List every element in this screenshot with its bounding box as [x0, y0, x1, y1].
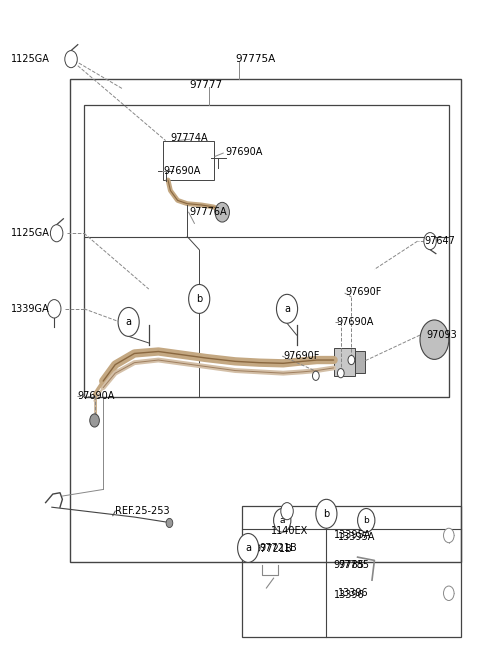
Text: 97776A: 97776A: [190, 206, 227, 217]
Bar: [355, 351, 365, 373]
Text: 97774A: 97774A: [170, 133, 208, 143]
Text: b: b: [323, 509, 330, 519]
Text: 97690A: 97690A: [226, 147, 263, 158]
Circle shape: [444, 586, 454, 600]
Circle shape: [238, 533, 259, 562]
Text: a: a: [245, 543, 251, 553]
Text: 97785: 97785: [338, 560, 370, 570]
Circle shape: [316, 499, 337, 528]
Bar: [163, 141, 214, 180]
Text: b: b: [196, 294, 203, 304]
Circle shape: [166, 518, 173, 528]
Circle shape: [48, 300, 61, 318]
Circle shape: [337, 369, 344, 378]
Text: 97721B: 97721B: [259, 543, 297, 553]
Text: 97647: 97647: [425, 236, 456, 246]
Circle shape: [274, 509, 291, 532]
Text: 13395A: 13395A: [334, 530, 371, 541]
Text: 13396: 13396: [338, 588, 369, 599]
Text: a: a: [126, 317, 132, 327]
Text: 97690A: 97690A: [78, 391, 115, 401]
Text: 97690F: 97690F: [346, 287, 382, 298]
Circle shape: [189, 284, 210, 313]
Circle shape: [358, 509, 375, 532]
Bar: [84, 105, 449, 397]
Circle shape: [276, 294, 298, 323]
Text: 97690A: 97690A: [336, 317, 373, 327]
Circle shape: [444, 528, 454, 543]
Circle shape: [281, 503, 293, 520]
Text: 13395A: 13395A: [338, 532, 376, 543]
Text: 1339GA: 1339GA: [11, 304, 49, 314]
Text: 97721B: 97721B: [254, 543, 292, 554]
Circle shape: [420, 320, 449, 359]
Text: 97775A: 97775A: [235, 54, 276, 64]
Circle shape: [424, 233, 436, 250]
Circle shape: [65, 51, 77, 68]
Text: 97777: 97777: [190, 80, 223, 91]
Circle shape: [312, 371, 319, 380]
Text: 13396: 13396: [334, 589, 364, 600]
Text: 97093: 97093: [426, 330, 457, 340]
Bar: [334, 348, 355, 376]
Circle shape: [50, 225, 63, 242]
Bar: [84, 237, 449, 397]
Text: REF.25-253: REF.25-253: [115, 506, 170, 516]
Bar: [70, 79, 461, 562]
Text: 1125GA: 1125GA: [11, 54, 49, 64]
Text: b: b: [363, 516, 369, 525]
Circle shape: [215, 202, 229, 222]
Text: 1140EX: 1140EX: [271, 526, 309, 536]
Circle shape: [348, 355, 355, 365]
Text: 97785: 97785: [334, 560, 365, 570]
Text: 97690A: 97690A: [163, 166, 201, 176]
Circle shape: [90, 414, 99, 427]
Text: 97690F: 97690F: [283, 351, 320, 361]
Text: 1125GA: 1125GA: [11, 228, 49, 238]
Circle shape: [118, 307, 139, 336]
Bar: [242, 506, 461, 637]
Text: a: a: [284, 304, 290, 314]
Text: a: a: [279, 516, 285, 525]
